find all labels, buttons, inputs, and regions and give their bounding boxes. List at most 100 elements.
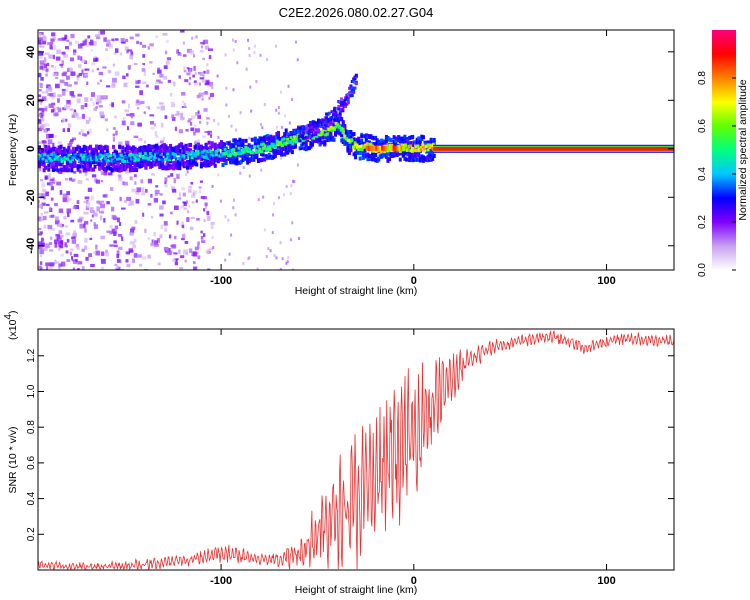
heatmap-cell (238, 153, 242, 158)
heatmap-cell (128, 248, 134, 253)
heatmap-cell (91, 214, 94, 218)
x-tick-label: -100 (210, 575, 232, 587)
heatmap-cell (346, 138, 350, 142)
heatmap-cell (70, 165, 74, 170)
heatmap-cell (121, 145, 125, 150)
heatmap-cell (354, 75, 358, 79)
heatmap-cell (278, 149, 282, 154)
heatmap-cell (410, 149, 414, 153)
heatmap-cell (269, 134, 273, 139)
heatmap-cell (140, 179, 144, 184)
heatmap-cell (338, 131, 342, 136)
heatmap-cell (153, 198, 159, 203)
heatmap-cell (412, 150, 416, 155)
heatmap-cell (372, 136, 376, 141)
heatmap-cell (414, 145, 418, 149)
heatmap-cell (96, 95, 102, 100)
heatmap-cell (164, 166, 168, 171)
heatmap-cell (77, 93, 82, 97)
heatmap-cell (280, 157, 283, 161)
heatmap-cell (125, 164, 129, 169)
heatmap-cell (417, 136, 421, 141)
heatmap-cell (90, 263, 95, 268)
heatmap-cell (273, 151, 277, 156)
heatmap-cell (112, 152, 116, 156)
heatmap-cell (194, 154, 198, 158)
heatmap-cell (279, 241, 282, 245)
heatmap-cell (204, 155, 208, 159)
heatmap-cell (343, 136, 347, 140)
heatmap-cell (189, 68, 192, 74)
heatmap-cell (354, 151, 358, 156)
heatmap-cell (50, 160, 54, 165)
heatmap-cell (178, 156, 182, 160)
heatmap-cell (98, 30, 102, 35)
x-tick-label: 0 (411, 575, 417, 587)
heatmap-cell (64, 242, 67, 247)
heatmap-cell (65, 88, 68, 92)
heatmap-cell (340, 124, 344, 129)
heatmap-cell (149, 148, 153, 153)
heatmap-cell (228, 252, 231, 256)
heatmap-cell (324, 135, 328, 140)
heatmap-cell (139, 41, 143, 45)
heatmap-cell (264, 134, 268, 139)
heatmap-cell (81, 155, 85, 159)
heatmap-cell (375, 145, 379, 151)
heatmap-cell (192, 266, 198, 270)
heatmap-cell (350, 132, 354, 137)
heatmap-cell (47, 149, 51, 154)
heatmap-cell (58, 242, 62, 248)
heatmap-cell (198, 186, 202, 189)
heatmap-cell (39, 147, 43, 152)
heatmap-cell (202, 196, 208, 200)
snr-background (38, 329, 674, 570)
heatmap-cell (403, 143, 407, 147)
heatmap-cell (342, 100, 346, 104)
heatmap-cell (125, 259, 129, 263)
heatmap-cell (269, 154, 273, 159)
heatmap-cell (398, 157, 402, 162)
heatmap-cell (59, 162, 63, 167)
heatmap-cell (184, 240, 189, 244)
heatmap-cell (48, 103, 54, 108)
heatmap-cell (326, 135, 330, 140)
heatmap-cell (277, 196, 280, 200)
heatmap-cell (138, 161, 142, 166)
heatmap-cell (48, 264, 53, 269)
heatmap-cell (161, 143, 165, 148)
heatmap-cell (67, 150, 71, 155)
heatmap-cell (103, 170, 108, 176)
heatmap-cell (138, 159, 142, 164)
heatmap-cell (151, 173, 155, 176)
heatmap-cell (323, 140, 327, 145)
heatmap-cell (93, 150, 97, 155)
heatmap-cell (235, 161, 239, 166)
heatmap-cell (142, 156, 146, 160)
heatmap-cell (49, 249, 54, 252)
heatmap-cell (282, 137, 286, 141)
heatmap-cell (118, 144, 122, 149)
heatmap-cell (45, 133, 51, 139)
heatmap-cell (360, 134, 364, 139)
heatmap-cell (270, 136, 274, 141)
heatmap-cell (157, 154, 161, 158)
heatmap-cell (159, 144, 163, 149)
heatmap-cell (125, 144, 129, 149)
heatmap-cell (310, 142, 314, 147)
heatmap-cell (118, 166, 122, 171)
heatmap-cell (207, 148, 211, 152)
heatmap-cell (147, 178, 152, 184)
heatmap-cell (207, 140, 211, 145)
heatmap-cell (349, 144, 353, 149)
heatmap-cell (188, 151, 192, 155)
heatmap-cell (96, 155, 100, 159)
heatmap-cell (154, 192, 158, 197)
heatmap-cell (133, 63, 138, 66)
heatmap-cell (310, 137, 314, 142)
heatmap-cell (209, 132, 212, 136)
heatmap-cell (199, 71, 204, 76)
heatmap-cell (267, 139, 271, 144)
heatmap-cell (136, 156, 140, 160)
heatmap-cell (114, 244, 118, 248)
